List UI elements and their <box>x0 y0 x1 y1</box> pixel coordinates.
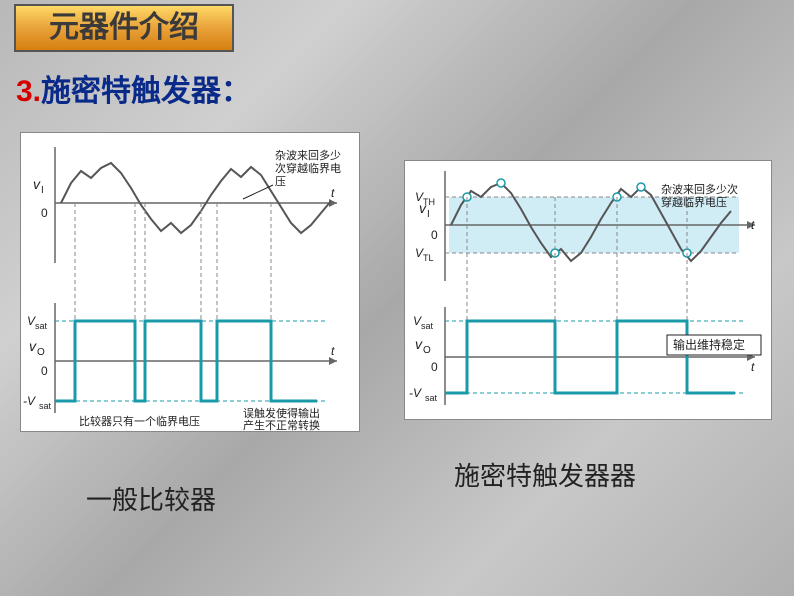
svg-text:sat: sat <box>35 321 48 331</box>
svg-text:TL: TL <box>423 253 434 263</box>
svg-text:0: 0 <box>431 360 438 374</box>
svg-text:v: v <box>415 336 423 352</box>
heading-number: 3. <box>16 75 41 108</box>
caption-right-text: 施密特触发器器 <box>454 461 636 491</box>
svg-text:sat: sat <box>425 393 438 403</box>
left-chart-panel: vI0t杂波来回多少次穿越临界电压Vsat-VsatvO0t比较器只有一个临界电… <box>20 132 360 432</box>
svg-text:比较器只有一个临界电压: 比较器只有一个临界电压 <box>79 414 200 428</box>
svg-text:I: I <box>41 185 44 196</box>
svg-text:-V: -V <box>23 394 36 408</box>
section-heading: 3.施密特触发器： <box>16 66 251 110</box>
right-chart-panel: VTHVTLvI0t杂波来回多少次穿越临界电压Vsat-VsatvO0t输出维持… <box>404 160 772 420</box>
svg-text:I: I <box>427 209 430 220</box>
svg-text:-V: -V <box>409 386 422 400</box>
caption-left-text: 一般比较器 <box>86 485 216 515</box>
svg-text:v: v <box>29 338 37 354</box>
svg-text:v: v <box>33 176 41 192</box>
caption-left: 一般比较器 <box>86 480 216 517</box>
left-chart-svg: vI0t杂波来回多少次穿越临界电压Vsat-VsatvO0t比较器只有一个临界电… <box>21 133 361 433</box>
title-box: 元器件介绍 <box>14 4 234 52</box>
svg-text:O: O <box>37 347 45 358</box>
svg-text:sat: sat <box>421 321 434 331</box>
svg-text:杂波来回多少: 杂波来回多少 <box>275 148 341 162</box>
svg-text:误触发使得输出: 误触发使得输出 <box>243 406 320 420</box>
svg-text:产生不正常转换: 产生不正常转换 <box>243 418 320 432</box>
svg-text:穿越临界电压: 穿越临界电压 <box>661 195 727 209</box>
heading-text: 施密特触发器： <box>41 75 251 108</box>
svg-text:0: 0 <box>431 228 438 242</box>
svg-text:输出维持稳定: 输出维持稳定 <box>673 337 745 352</box>
svg-text:v: v <box>419 200 427 216</box>
svg-text:次穿越临界电: 次穿越临界电 <box>275 161 341 175</box>
svg-text:t: t <box>751 360 755 374</box>
svg-text:压: 压 <box>275 175 286 188</box>
svg-text:t: t <box>331 186 335 200</box>
title-text: 元器件介绍 <box>49 11 199 44</box>
svg-text:t: t <box>331 344 335 358</box>
right-chart-svg: VTHVTLvI0t杂波来回多少次穿越临界电压Vsat-VsatvO0t输出维持… <box>405 161 773 421</box>
svg-text:0: 0 <box>41 206 48 220</box>
svg-text:0: 0 <box>41 364 48 378</box>
caption-right: 施密特触发器器 <box>454 456 636 493</box>
svg-text:sat: sat <box>39 401 52 411</box>
svg-text:O: O <box>423 345 431 356</box>
svg-text:杂波来回多少次: 杂波来回多少次 <box>661 182 738 196</box>
